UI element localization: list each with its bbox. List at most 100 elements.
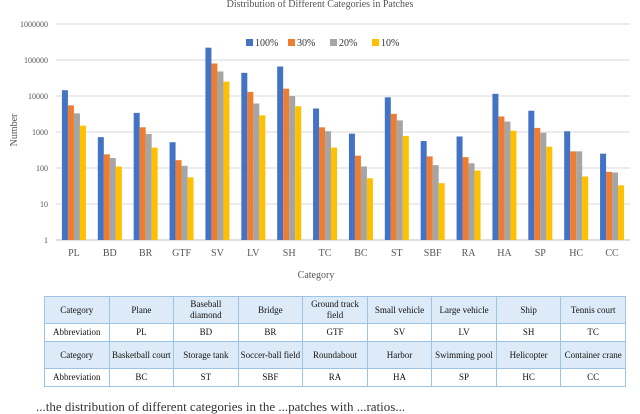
bar <box>283 88 290 241</box>
bar <box>546 146 553 240</box>
bar <box>462 157 469 240</box>
bar <box>606 171 613 240</box>
bar <box>295 106 302 240</box>
x-tick-label: SBF <box>424 248 442 259</box>
table-cell: Tennis court <box>560 296 626 324</box>
x-tick-label: SV <box>211 248 225 259</box>
bar <box>79 125 86 240</box>
bar <box>396 120 403 240</box>
bar <box>253 103 260 240</box>
y-axis-ticks: 1 10 100 1000 10000 100000 1000000 <box>20 20 48 245</box>
bar <box>366 178 373 240</box>
x-tick-label: BD <box>103 248 117 259</box>
bar <box>576 151 583 240</box>
table-cell: SH <box>495 323 562 342</box>
legend-label: 20% <box>339 38 357 49</box>
bar <box>247 91 254 240</box>
table-row: Abbreviation BC ST SBF RA HA SP HC CC <box>44 368 626 387</box>
table-cell: Ground track field <box>302 296 368 324</box>
table-cell: CC <box>560 368 626 387</box>
table-cell: SP <box>431 368 497 387</box>
bar <box>390 113 397 240</box>
bar <box>319 127 326 240</box>
bar <box>432 165 439 240</box>
x-tick-label: HC <box>569 248 583 259</box>
bar <box>325 131 332 240</box>
category-abbreviation-table: Category Plane Baseball diamond Bridge Groun… <box>44 296 626 387</box>
table-cell: Container crane <box>560 341 626 369</box>
bar <box>618 185 625 240</box>
table-cell: Basketball court <box>108 341 175 369</box>
table-cell: Category <box>44 296 110 324</box>
legend-label: 100% <box>255 38 278 49</box>
bar <box>570 151 577 240</box>
bar <box>331 147 338 240</box>
bar <box>187 177 194 240</box>
legend-swatch <box>330 39 337 46</box>
caption-fragment: ...the distribution of different categor… <box>36 399 406 414</box>
bar <box>145 133 152 240</box>
table-cell: Harbor <box>366 341 433 369</box>
bar <box>313 108 320 241</box>
table-cell: Abbreviation <box>44 323 110 342</box>
x-tick-label: GTF <box>172 248 191 259</box>
bar <box>474 170 481 240</box>
bar <box>133 112 140 240</box>
legend-swatch <box>246 39 253 46</box>
table-row: Abbreviation PL BD BR GTF SV LV SH TC <box>44 323 626 342</box>
table-cell: Bridge <box>237 296 304 324</box>
x-axis-ticks: PL BD BR GTF SV LV SH TC BC ST SBF RA HA SP HC CC <box>68 248 619 259</box>
bar <box>360 166 367 240</box>
bar <box>139 127 146 240</box>
bar <box>115 166 122 240</box>
legend: 100% 30% 20% 10% <box>246 38 399 49</box>
bar <box>600 153 607 240</box>
bar <box>217 71 224 241</box>
x-tick-label: ST <box>391 248 403 259</box>
bar <box>175 160 182 240</box>
bar <box>61 90 68 240</box>
table-cell: BR <box>237 323 304 342</box>
bar <box>468 163 475 240</box>
chart-title: Distribution of Different Categories in … <box>227 0 414 10</box>
table-cell: Small vehicle <box>366 296 433 324</box>
x-tick-label: CC <box>605 248 619 259</box>
bar <box>205 47 212 240</box>
bar <box>67 105 74 240</box>
legend-label: 30% <box>297 38 315 49</box>
bar <box>540 132 547 240</box>
bar <box>97 137 104 240</box>
bar <box>103 154 110 240</box>
y-tick-label: 10000 <box>28 92 48 101</box>
bar <box>492 93 499 240</box>
bar <box>348 133 355 240</box>
y-tick-label: 100 <box>36 164 48 173</box>
bar <box>426 156 433 240</box>
table-cell: Abbreviation <box>44 368 110 387</box>
table-cell: Category <box>44 341 110 369</box>
legend-label: 10% <box>381 38 399 49</box>
x-tick-label: SP <box>535 248 547 259</box>
bar <box>259 115 266 240</box>
bar <box>354 155 361 240</box>
table-cell: HC <box>495 368 562 387</box>
x-tick-label: PL <box>68 248 80 259</box>
y-tick-label: 1000000 <box>20 20 48 29</box>
bars <box>61 47 625 241</box>
x-tick-label: RA <box>462 248 477 259</box>
bar <box>277 66 284 240</box>
table-cell: RA <box>302 368 368 387</box>
table-cell: Large vehicle <box>431 296 497 324</box>
bar <box>211 63 218 240</box>
bar <box>73 113 80 240</box>
x-axis-label: Category <box>298 270 335 281</box>
table-row: Category Basketball court Storage tank Socc… <box>44 341 626 369</box>
bar <box>384 97 391 240</box>
bar <box>223 81 230 240</box>
x-tick-label: BR <box>139 248 153 259</box>
bar <box>420 141 427 240</box>
bar <box>438 183 445 240</box>
table-cell: Roundabout <box>302 341 368 369</box>
bar <box>534 127 541 240</box>
x-tick-label: BC <box>354 248 368 259</box>
